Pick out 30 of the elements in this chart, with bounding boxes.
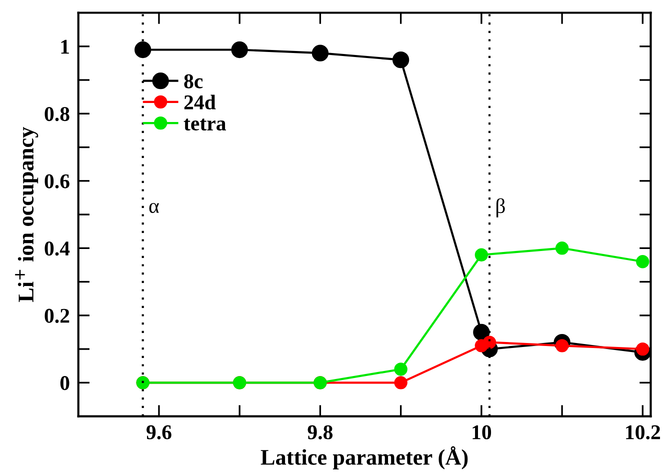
point [394, 376, 408, 390]
y-tick-label: 0 [60, 376, 70, 390]
y-tick-label: 0.8 [44, 107, 70, 122]
point [312, 44, 329, 62]
legend-label: 24d [184, 94, 216, 110]
legend-label: tetra [184, 118, 226, 131]
x-tick-label: 9.6 [146, 425, 172, 440]
legend-label: 8c [184, 74, 203, 88]
x-tick-label: 10.2 [626, 425, 660, 440]
point [134, 41, 152, 58]
point [555, 339, 569, 352]
point [394, 362, 408, 376]
y-tick-label: 1 [61, 40, 69, 54]
y-axis-title: Li$^{+}$ ion occupancy [15, 127, 38, 302]
point [636, 255, 650, 268]
point [482, 336, 496, 349]
y-tick-label: 0.6 [44, 174, 70, 188]
point [555, 242, 569, 255]
point [231, 41, 248, 58]
x-axis-title: Lattice parameter (Å) [260, 446, 468, 470]
x-tick-label: 9.8 [308, 425, 333, 440]
ref-line-label: β [496, 198, 505, 218]
x-tick-label: 10 [472, 425, 492, 440]
y-tick-label: 0.4 [44, 242, 70, 256]
y-tick-label: 0.2 [44, 308, 70, 323]
point [636, 342, 650, 356]
ref-line-label: α [149, 202, 159, 214]
point [474, 248, 488, 262]
point [473, 324, 490, 341]
point [392, 51, 410, 68]
